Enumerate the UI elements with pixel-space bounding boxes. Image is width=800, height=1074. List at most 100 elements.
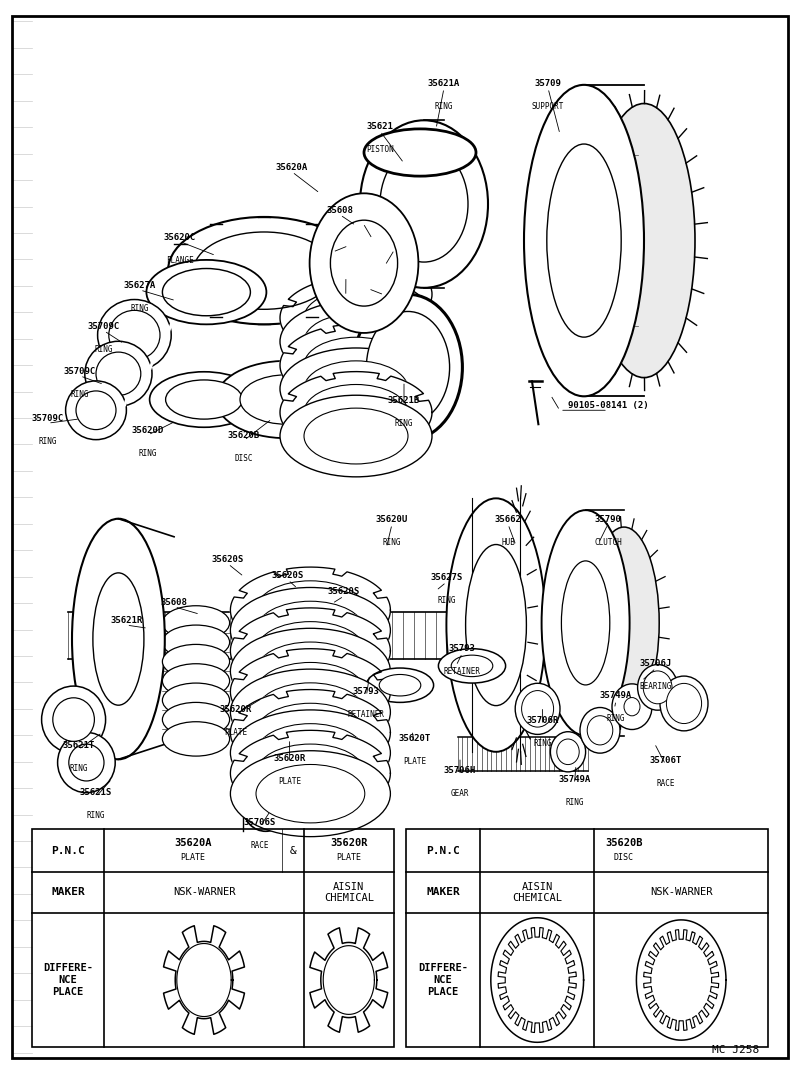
Text: DISC: DISC xyxy=(234,454,254,463)
Ellipse shape xyxy=(354,294,462,440)
Text: RING: RING xyxy=(130,304,150,313)
Text: RING: RING xyxy=(394,419,414,427)
Ellipse shape xyxy=(216,361,357,438)
Ellipse shape xyxy=(438,649,506,683)
Text: P.N.C: P.N.C xyxy=(426,845,460,856)
Ellipse shape xyxy=(557,739,579,765)
Text: 35608: 35608 xyxy=(326,206,354,215)
Ellipse shape xyxy=(542,510,630,736)
Ellipse shape xyxy=(69,744,104,781)
Polygon shape xyxy=(498,928,576,1032)
Text: 35620A: 35620A xyxy=(276,163,308,172)
Ellipse shape xyxy=(66,381,126,439)
Ellipse shape xyxy=(230,587,390,673)
Ellipse shape xyxy=(194,232,334,309)
Text: 35706H: 35706H xyxy=(444,767,476,775)
Ellipse shape xyxy=(280,395,432,477)
Text: 35620S: 35620S xyxy=(212,555,244,564)
Text: PLATE: PLATE xyxy=(180,853,206,861)
Ellipse shape xyxy=(85,342,152,406)
Text: 35621S: 35621S xyxy=(80,788,112,797)
Text: NSK-WARNER: NSK-WARNER xyxy=(650,887,713,898)
Ellipse shape xyxy=(366,311,450,423)
Text: 35620B: 35620B xyxy=(606,838,642,848)
Text: 35621B: 35621B xyxy=(388,396,420,405)
Text: 35620S: 35620S xyxy=(328,587,360,596)
Ellipse shape xyxy=(256,724,365,782)
Polygon shape xyxy=(637,920,726,1040)
Text: 35709C: 35709C xyxy=(32,415,64,423)
Text: 35620R: 35620R xyxy=(274,754,306,763)
Ellipse shape xyxy=(624,698,640,715)
Text: 35706J: 35706J xyxy=(640,659,672,668)
Text: PISTON: PISTON xyxy=(366,145,394,154)
Text: RETAINER: RETAINER xyxy=(348,710,385,719)
Ellipse shape xyxy=(230,751,390,837)
Ellipse shape xyxy=(550,731,586,772)
Text: RACE: RACE xyxy=(250,841,270,850)
Text: 35620B: 35620B xyxy=(228,432,260,440)
Text: HUB: HUB xyxy=(501,538,515,547)
Ellipse shape xyxy=(304,314,408,369)
Ellipse shape xyxy=(280,253,432,335)
Text: PLATE: PLATE xyxy=(403,757,426,766)
Ellipse shape xyxy=(96,352,141,395)
Ellipse shape xyxy=(256,703,365,761)
Text: P.N.C: P.N.C xyxy=(51,845,85,856)
Ellipse shape xyxy=(304,243,408,299)
Text: 35608: 35608 xyxy=(161,598,188,607)
Text: 35620U: 35620U xyxy=(376,516,408,524)
Text: 35793: 35793 xyxy=(353,687,380,696)
Text: RING: RING xyxy=(434,102,454,111)
Ellipse shape xyxy=(162,722,230,756)
Text: DISC: DISC xyxy=(614,853,634,861)
Text: 35620T: 35620T xyxy=(398,735,430,743)
Text: 35627S: 35627S xyxy=(430,574,462,582)
Text: 35706S: 35706S xyxy=(244,818,276,827)
Text: DIFFERE-
NCE
PLACE: DIFFERE- NCE PLACE xyxy=(418,963,468,997)
Ellipse shape xyxy=(304,266,408,322)
Ellipse shape xyxy=(240,375,333,424)
Text: RING: RING xyxy=(382,538,402,547)
Ellipse shape xyxy=(230,628,390,714)
Ellipse shape xyxy=(256,581,365,639)
Polygon shape xyxy=(230,730,390,816)
Text: RING: RING xyxy=(69,764,88,772)
Text: MC J258: MC J258 xyxy=(712,1045,760,1055)
Polygon shape xyxy=(230,567,390,653)
Text: 35790: 35790 xyxy=(594,516,622,524)
Ellipse shape xyxy=(256,663,365,721)
Ellipse shape xyxy=(162,625,230,659)
Ellipse shape xyxy=(76,391,116,430)
Text: 35620A: 35620A xyxy=(174,838,211,848)
Ellipse shape xyxy=(612,684,652,729)
Ellipse shape xyxy=(162,644,230,679)
Ellipse shape xyxy=(666,683,702,724)
Ellipse shape xyxy=(660,677,708,731)
Polygon shape xyxy=(491,918,584,1042)
Ellipse shape xyxy=(364,129,476,176)
Text: RACE: RACE xyxy=(656,779,675,787)
Ellipse shape xyxy=(53,698,94,741)
Ellipse shape xyxy=(109,310,160,360)
Ellipse shape xyxy=(93,572,144,706)
Ellipse shape xyxy=(256,765,365,823)
Ellipse shape xyxy=(562,561,610,685)
Ellipse shape xyxy=(162,664,230,698)
Ellipse shape xyxy=(256,601,365,659)
Text: &: & xyxy=(290,845,296,856)
Polygon shape xyxy=(310,928,388,1032)
Ellipse shape xyxy=(310,193,418,333)
Text: 35709C: 35709C xyxy=(88,322,120,331)
Text: AISIN
CHEMICAL: AISIN CHEMICAL xyxy=(324,882,374,903)
Text: AISIN
CHEMICAL: AISIN CHEMICAL xyxy=(512,882,562,903)
Text: 35749A: 35749A xyxy=(558,775,590,784)
Ellipse shape xyxy=(380,146,468,262)
Text: 35620D: 35620D xyxy=(132,426,164,435)
Ellipse shape xyxy=(304,361,408,417)
Ellipse shape xyxy=(42,686,106,753)
Polygon shape xyxy=(230,649,390,735)
Ellipse shape xyxy=(304,408,408,464)
Text: NSK-WARNER: NSK-WARNER xyxy=(173,887,235,898)
Text: 35709C: 35709C xyxy=(64,367,96,376)
